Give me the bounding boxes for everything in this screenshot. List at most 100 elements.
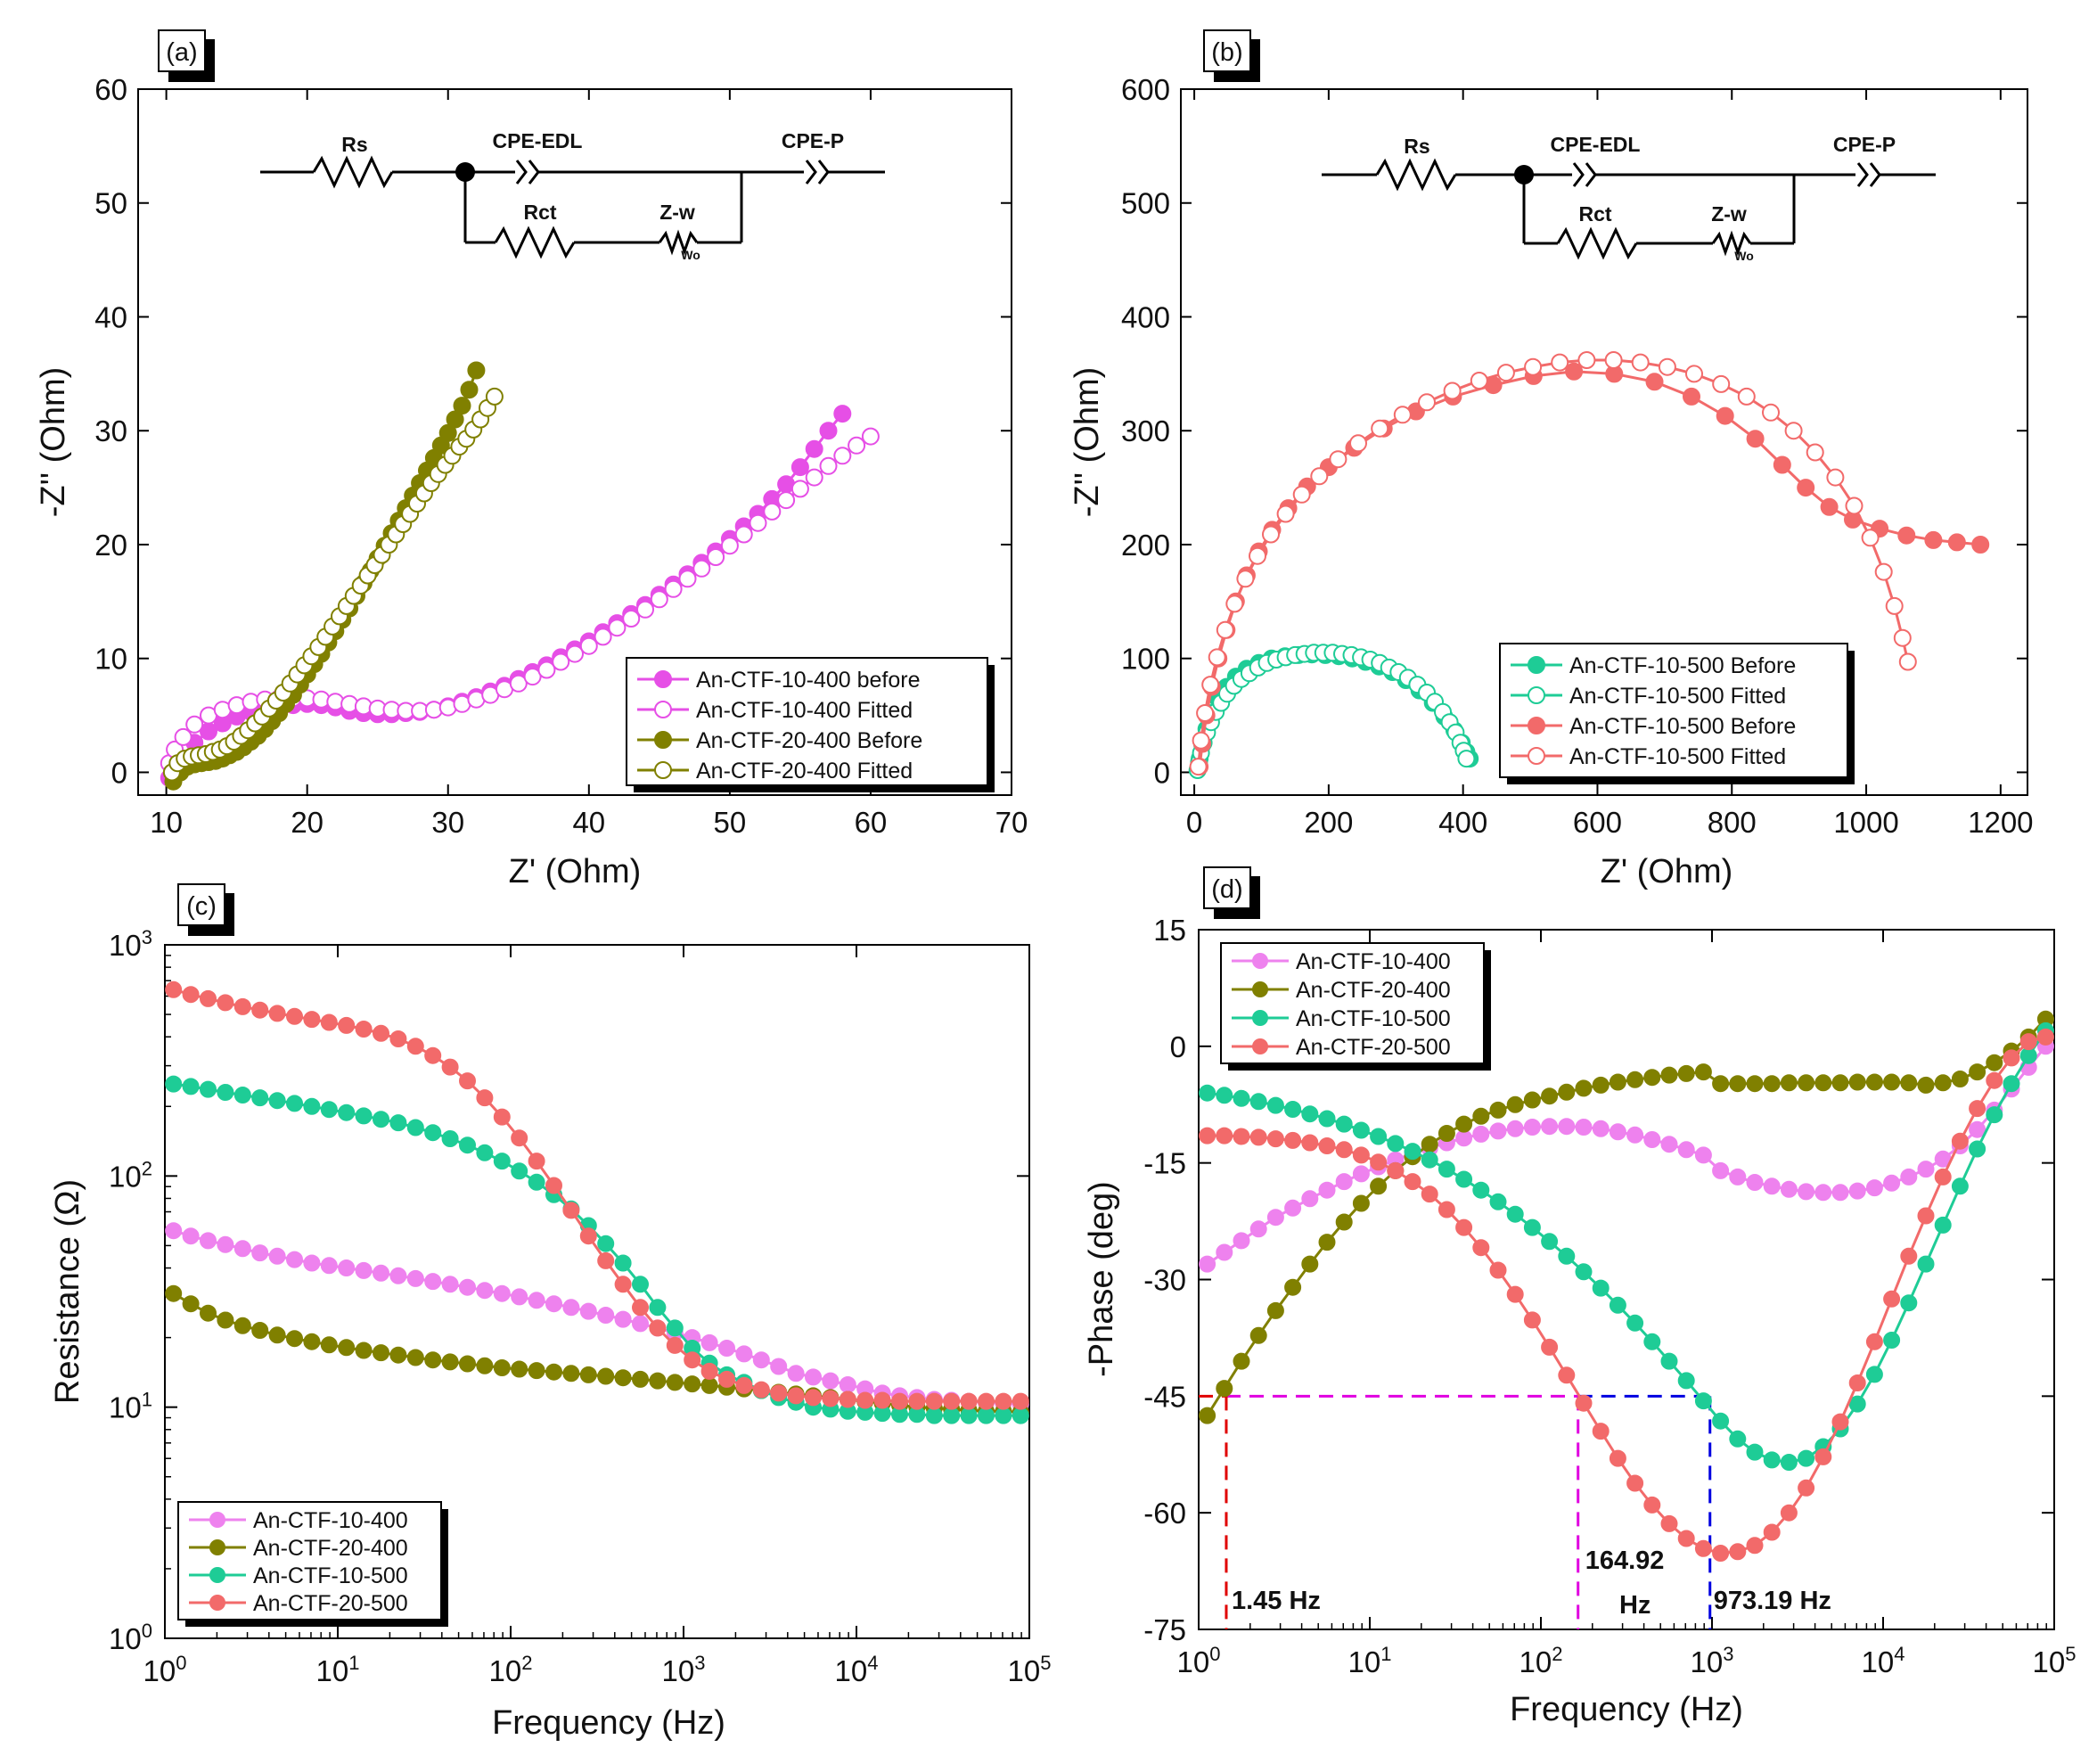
data-point	[1012, 1407, 1029, 1424]
panel-d-label: (d)	[1211, 875, 1242, 904]
data-point	[1814, 1448, 1832, 1465]
x-tick-label: 40	[572, 806, 605, 839]
circuit-label-rct: Rct	[1578, 202, 1611, 226]
annotation-label: Hz	[1619, 1591, 1651, 1620]
data-point	[1971, 536, 1990, 554]
data-point	[200, 1232, 217, 1250]
data-point	[476, 1089, 494, 1107]
data-point	[1845, 496, 1864, 515]
y-tick-label: -15	[1143, 1147, 1186, 1180]
data-point	[1506, 1205, 1524, 1223]
data-point	[441, 1058, 459, 1076]
data-point	[1541, 1087, 1559, 1105]
data-point	[511, 1360, 528, 1378]
data-point	[1660, 1066, 1678, 1084]
data-point	[1885, 596, 1904, 615]
data-point	[476, 1282, 494, 1300]
data-point	[338, 1259, 356, 1276]
data-point	[700, 1362, 718, 1380]
x-tick-label: 400	[1438, 806, 1487, 839]
data-point	[666, 1336, 684, 1354]
legend-label: An-CTF-10-500 Fitted	[1569, 684, 1786, 709]
data-point	[268, 1092, 286, 1110]
data-point	[1746, 430, 1765, 448]
data-point	[1575, 1119, 1593, 1136]
data-point	[1604, 351, 1623, 369]
data-point	[1196, 704, 1215, 722]
data-point	[389, 1346, 407, 1364]
legend-marker	[209, 1512, 225, 1528]
data-point	[943, 1392, 961, 1410]
data-point	[1199, 1127, 1216, 1145]
data-point	[1883, 1332, 1901, 1349]
data-point	[614, 1369, 632, 1387]
data-point	[1685, 365, 1703, 383]
data-point	[1421, 1151, 1438, 1169]
data-point	[1370, 1128, 1388, 1145]
plot-frame	[1180, 88, 2028, 796]
data-point	[608, 619, 627, 637]
data-point	[790, 458, 809, 477]
data-point	[891, 1392, 908, 1410]
data-point	[1301, 1134, 1319, 1152]
data-point	[1208, 648, 1226, 667]
data-point	[1814, 1184, 1832, 1202]
data-point	[777, 491, 796, 510]
x-tick-label: 102	[1520, 1643, 1563, 1678]
y-tick-label: 50	[94, 187, 127, 220]
y-tick-label: 103	[109, 926, 152, 962]
data-point	[185, 715, 204, 734]
data-point	[1865, 1073, 1883, 1091]
data-point	[217, 1311, 234, 1329]
data-point	[528, 1292, 545, 1309]
data-point	[1762, 403, 1780, 422]
data-point	[1865, 1366, 1883, 1383]
data-point	[1645, 373, 1664, 391]
data-point	[1352, 1194, 1370, 1212]
data-point	[822, 1390, 840, 1407]
data-point	[678, 570, 697, 588]
data-point	[1898, 652, 1917, 671]
data-point	[438, 423, 457, 442]
y-tick-label: 102	[109, 1157, 152, 1193]
data-point	[303, 1333, 321, 1350]
legend-marker	[654, 701, 672, 718]
data-point	[1797, 479, 1815, 497]
x-tick-label: 100	[143, 1652, 187, 1687]
data-point	[1798, 1183, 1815, 1201]
data-point	[1831, 1413, 1849, 1431]
data-point	[684, 1351, 701, 1369]
data-point	[1631, 353, 1650, 372]
data-point	[320, 1257, 338, 1275]
data-point	[1387, 1135, 1405, 1153]
data-point	[182, 1078, 200, 1095]
panel-a-label: (a)	[166, 38, 197, 67]
data-point	[718, 1340, 735, 1357]
x-tick-label: 101	[316, 1652, 360, 1687]
legend-marker	[654, 731, 672, 749]
data-point	[1199, 1407, 1216, 1424]
data-point	[943, 1407, 961, 1424]
data-point	[856, 1391, 874, 1409]
legend-label: An-CTF-20-400	[1296, 978, 1451, 1003]
data-point	[286, 1007, 303, 1025]
x-tick-label: 105	[2033, 1643, 2077, 1678]
data-point	[459, 1136, 476, 1154]
data-point	[389, 1114, 407, 1132]
data-point	[424, 1351, 442, 1369]
y-tick-label: 101	[109, 1389, 152, 1424]
data-point	[805, 468, 823, 487]
data-point	[545, 1177, 562, 1194]
data-point	[1266, 1130, 1284, 1148]
data-point	[1737, 387, 1756, 406]
data-point	[200, 989, 217, 1007]
data-point	[1318, 1234, 1336, 1251]
y-tick-label: 30	[94, 414, 127, 447]
data-point	[1284, 1131, 1302, 1149]
data-point	[1216, 620, 1234, 639]
data-point	[303, 1097, 321, 1115]
data-point	[1216, 1127, 1233, 1145]
data-point	[614, 1254, 632, 1272]
data-point	[1489, 1261, 1507, 1279]
